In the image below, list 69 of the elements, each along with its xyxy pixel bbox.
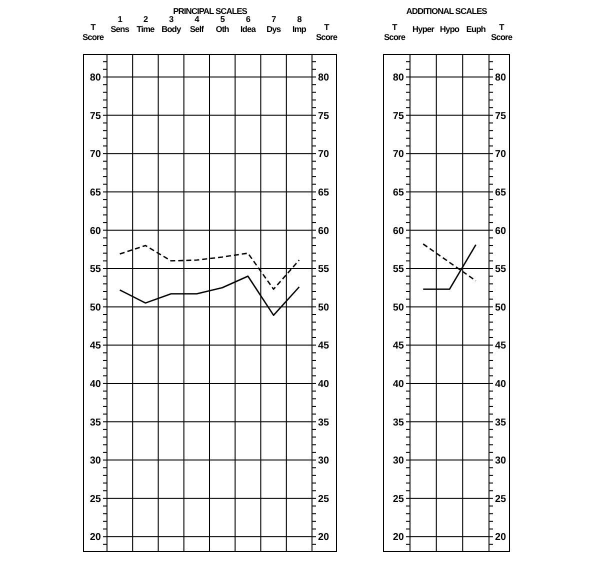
y-tick-label: 40 — [392, 378, 404, 390]
y2-tick-label: 30 — [318, 456, 330, 467]
x-tick-label: 1 Sens — [110, 14, 130, 34]
y-tick-label: 40 — [90, 378, 102, 390]
y2-tick-label: 40 — [495, 378, 507, 390]
y2-tick-label: 65 — [495, 187, 507, 198]
y2-tick-label: 55 — [318, 264, 330, 276]
y-tick-label: 25 — [392, 494, 404, 505]
y-tick-label: 65 — [392, 187, 404, 198]
y-tick-label: 20 — [90, 532, 102, 544]
y-tick-label: 70 — [392, 149, 404, 160]
y2-axis-title: T Score — [314, 22, 338, 42]
y2-tick-label: 20 — [495, 532, 507, 544]
y-tick-label: 20 — [392, 532, 404, 544]
y2-tick-label: 80 — [495, 72, 507, 84]
y-tick-label: 50 — [90, 302, 102, 314]
y2-tick-label: 70 — [495, 149, 507, 160]
x-tick-label: 3 Body — [161, 14, 182, 34]
y-tick-label: 45 — [392, 340, 404, 352]
y-tick-label: 55 — [392, 264, 404, 276]
y2-tick-label: 60 — [495, 226, 507, 237]
chart-title: ADDITIONAL SCALES — [405, 6, 488, 16]
y2-tick-label: 75 — [318, 110, 330, 122]
x-tick-label: 8 Imp — [292, 14, 306, 34]
y2-axis-title: T Score — [490, 22, 514, 42]
y-tick-label: 30 — [90, 456, 102, 467]
y-tick-label: 45 — [90, 340, 102, 352]
y2-tick-label: 25 — [318, 494, 330, 505]
y2-tick-label: 30 — [495, 456, 507, 467]
y-tick-label: 75 — [392, 110, 404, 122]
y2-tick-label: 80 — [318, 72, 330, 84]
y2-tick-label: 55 — [495, 264, 507, 276]
y-axis-title: T Score — [382, 22, 406, 42]
y2-tick-label: 75 — [495, 110, 507, 122]
y-tick-label: 60 — [392, 226, 404, 237]
y-tick-label: 75 — [90, 110, 102, 122]
y2-tick-label: 35 — [495, 417, 507, 428]
x-tick-label: Hyper — [412, 24, 436, 34]
y-tick-label: 55 — [90, 264, 102, 276]
x-tick-label: 5 Oth — [216, 14, 230, 34]
x-tick-label: 6 Idea — [240, 14, 256, 34]
x-tick-label: Euph — [466, 24, 486, 34]
x-tick-label: 4 Self — [190, 14, 204, 34]
y-tick-label: 80 — [90, 72, 102, 84]
y-tick-label: 35 — [392, 417, 404, 428]
y-tick-label: 30 — [392, 456, 404, 467]
x-tick-label: 7 Dys — [266, 14, 282, 34]
y2-tick-label: 35 — [318, 417, 330, 428]
x-tick-label: Hypo — [440, 24, 460, 34]
y2-tick-label: 20 — [318, 532, 330, 544]
y2-tick-label: 25 — [495, 494, 507, 505]
y-tick-label: 50 — [392, 302, 404, 314]
y2-tick-label: 45 — [318, 340, 330, 352]
y-tick-label: 80 — [392, 72, 404, 84]
x-tick-label: 2 Time — [136, 14, 156, 34]
y-axis-title: T Score — [81, 22, 105, 42]
y2-tick-label: 50 — [495, 302, 507, 314]
y2-tick-label: 50 — [318, 302, 330, 314]
y-tick-label: 65 — [90, 187, 102, 198]
y-tick-label: 70 — [90, 149, 102, 160]
y2-tick-label: 70 — [318, 149, 330, 160]
y-tick-label: 25 — [90, 494, 102, 505]
y-tick-label: 60 — [90, 226, 102, 237]
y2-tick-label: 65 — [318, 187, 330, 198]
chart-title: PRINCIPAL SCALES — [173, 6, 247, 16]
y2-tick-label: 45 — [495, 340, 507, 352]
y2-tick-label: 60 — [318, 226, 330, 237]
y2-tick-label: 40 — [318, 378, 330, 390]
y-tick-label: 35 — [90, 417, 102, 428]
